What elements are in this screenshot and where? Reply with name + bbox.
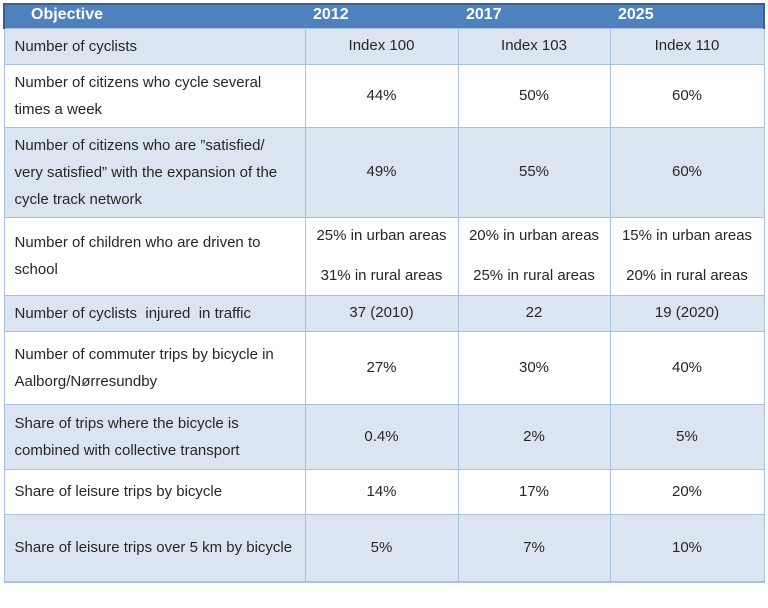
cell-value-2017: 20% in urban areas 25% in rural areas [457, 216, 611, 296]
cell-value-2017: 2% [457, 403, 611, 470]
cell-value-2012: 25% in urban areas 31% in rural areas [304, 216, 459, 296]
cell-value-2017: 55% [457, 126, 611, 218]
cell-value-2012: 14% [304, 468, 459, 515]
table-row-leisure-trips-over-5km: Share of leisure trips over 5 km by bicy… [3, 513, 765, 583]
header-2017: 2017 [458, 3, 610, 28]
row-label: Number of citizens who are ”satisfied/ v… [3, 126, 306, 218]
row-label: Share of trips where the bicycle is comb… [3, 403, 306, 470]
cell-value-2012: 44% [304, 63, 459, 128]
cell-value-2012: 0.4% [304, 403, 459, 470]
cell-value-2025: 60% [609, 126, 765, 218]
header-2025: 2025 [610, 3, 765, 28]
row-label: Number of commuter trips by bicycle in A… [3, 330, 306, 405]
table-row-children-driven-to-school: Number of children who are driven to sch… [3, 216, 765, 296]
cell-value-2017: 50% [457, 63, 611, 128]
cell-value-2017: 17% [457, 468, 611, 515]
cell-value-2017: Index 103 [457, 27, 611, 65]
cell-value-2012: Index 100 [304, 27, 459, 65]
cell-value-2017: 7% [457, 513, 611, 583]
row-label: Share of leisure trips over 5 km by bicy… [3, 513, 306, 583]
row-label: Number of cyclists injured in traffic [3, 294, 306, 332]
cell-value-2025: 20% [609, 468, 765, 515]
table-row-cycle-several-times: Number of citizens who cycle several tim… [3, 63, 765, 128]
table-row-leisure-trips: Share of leisure trips by bicycle 14% 17… [3, 468, 765, 515]
table-row-satisfied-cycle-track: Number of citizens who are ”satisfied/ v… [3, 126, 765, 218]
cell-value-2025: 5% [609, 403, 765, 470]
table-row-cyclists-injured: Number of cyclists injured in traffic 37… [3, 294, 765, 332]
cell-value-2025: 15% in urban areas 20% in rural areas [609, 216, 765, 296]
cell-value-2017: 30% [457, 330, 611, 405]
cell-value-2012: 5% [304, 513, 459, 583]
cell-value-2012: 49% [304, 126, 459, 218]
table-header-row: Objective 2012 2017 2025 [3, 3, 765, 28]
row-label: Number of citizens who cycle several tim… [3, 63, 306, 128]
cell-value-2025: 40% [609, 330, 765, 405]
header-2012: 2012 [305, 3, 458, 28]
cell-value-2017: 22 [457, 294, 611, 332]
objectives-table: Objective 2012 2017 2025 Number of cycli… [3, 3, 765, 583]
row-label: Share of leisure trips by bicycle [3, 468, 306, 515]
cell-value-2012: 27% [304, 330, 459, 405]
cell-value-2012: 37 (2010) [304, 294, 459, 332]
table-row-number-of-cyclists: Number of cyclists Index 100 Index 103 I… [3, 27, 765, 65]
table-row-commuter-trips: Number of commuter trips by bicycle in A… [3, 330, 765, 405]
table-row-bicycle-collective-transport: Share of trips where the bicycle is comb… [3, 403, 765, 470]
cell-value-2025: 60% [609, 63, 765, 128]
row-label: Number of children who are driven to sch… [3, 216, 306, 296]
cell-value-2025: Index 110 [609, 27, 765, 65]
cell-value-2025: 19 (2020) [609, 294, 765, 332]
row-label: Number of cyclists [3, 27, 306, 65]
header-objective: Objective [3, 3, 305, 28]
cell-value-2025: 10% [609, 513, 765, 583]
